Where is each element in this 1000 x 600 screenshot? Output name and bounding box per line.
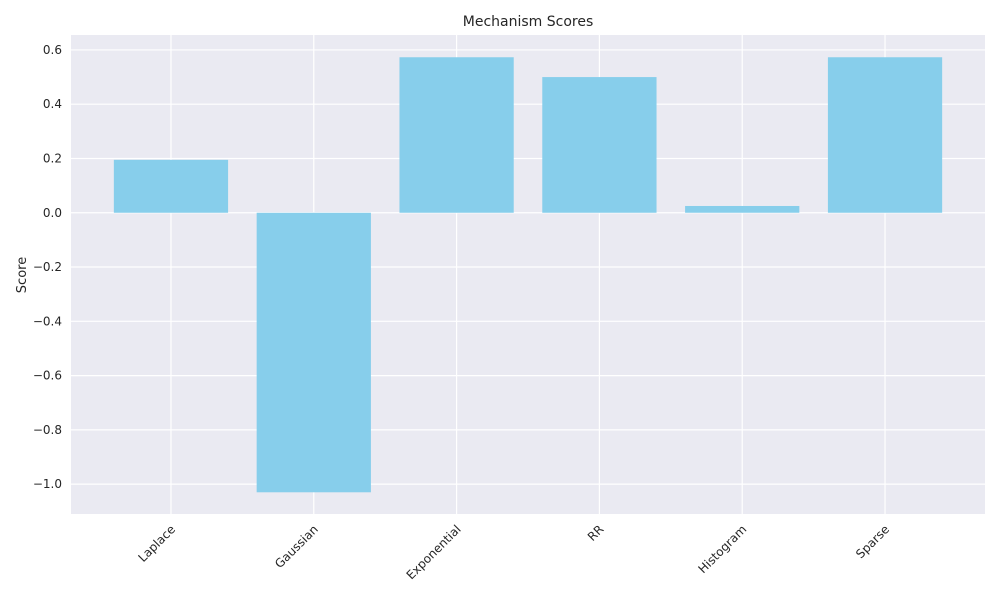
bar-exponential	[399, 57, 514, 213]
y-tick-label: −0.6	[33, 369, 62, 383]
bar-gaussian	[256, 212, 371, 493]
bar-rr	[542, 77, 657, 213]
chart-title: Mechanism Scores	[463, 14, 594, 30]
x-tick-label: Laplace	[135, 522, 178, 565]
x-axis-ticks: Laplace Gaussian Exponential RR Histogram Spa…	[135, 522, 892, 582]
bar-histogram	[685, 205, 800, 213]
x-tick-label: RR	[585, 522, 607, 544]
y-tick-label: −0.2	[33, 260, 62, 274]
x-tick-label: Histogram	[695, 522, 749, 576]
y-axis-ticks: 0.6 0.4 0.2 0.0 −0.2 −0.4 −0.6 −0.8 −1.0	[33, 43, 62, 491]
bar-laplace	[113, 159, 229, 213]
y-tick-label: −1.0	[33, 477, 62, 491]
x-tick-label: Gaussian	[272, 522, 321, 571]
y-tick-label: 0.6	[43, 43, 62, 57]
y-tick-label: 0.4	[43, 97, 62, 111]
bars	[113, 57, 943, 493]
y-tick-label: −0.8	[33, 423, 62, 437]
y-tick-label: −0.4	[33, 314, 62, 328]
x-tick-label: Exponential	[404, 522, 464, 582]
bar-sparse	[827, 57, 943, 213]
y-tick-label: 0.2	[43, 151, 62, 165]
y-tick-label: 0.0	[43, 206, 62, 220]
y-axis-label: Score	[15, 257, 30, 293]
x-tick-label: Sparse	[853, 522, 892, 561]
